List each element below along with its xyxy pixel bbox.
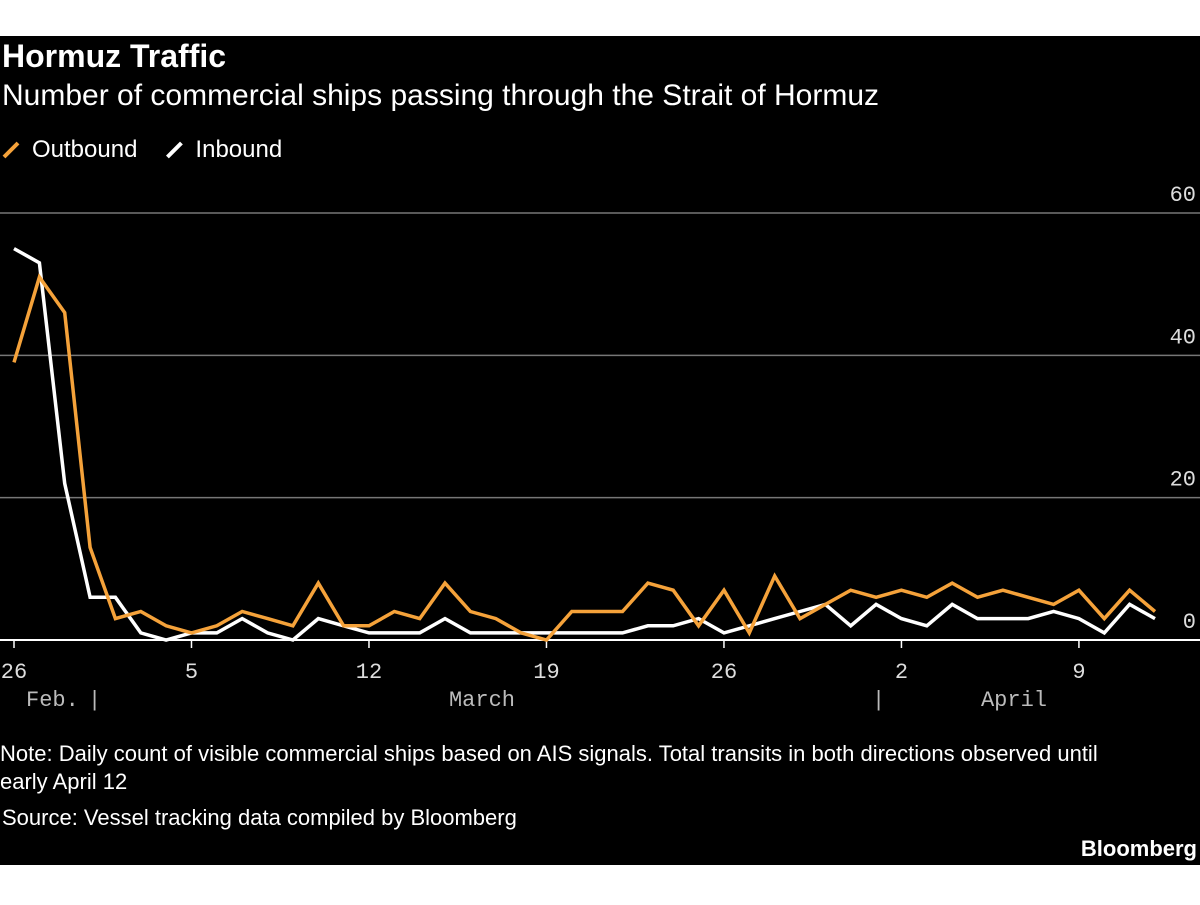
legend: Outbound Inbound <box>2 136 282 163</box>
legend-label: Inbound <box>195 136 282 163</box>
legend-swatch <box>166 141 183 159</box>
x-tick-label: 12 <box>356 660 382 685</box>
legend-swatch <box>2 141 20 159</box>
background <box>0 36 1200 865</box>
month-separator: | <box>872 688 885 713</box>
month-separator: | <box>88 688 101 713</box>
x-tick-label: 19 <box>533 660 559 685</box>
y-tick-label: 20 <box>1170 468 1196 493</box>
month-label: March <box>449 688 515 713</box>
x-tick-label: 9 <box>1072 660 1085 685</box>
y-tick-label: 0 <box>1183 610 1196 635</box>
x-tick-label: 26 <box>1 660 27 685</box>
series-line <box>12 273 1157 642</box>
legend-label: Outbound <box>32 136 137 163</box>
series-line <box>13 247 1156 642</box>
note-box: Note: Daily count of visible commercial … <box>0 741 1098 794</box>
month-label: April <box>981 688 1047 713</box>
chart-title: Hormuz Traffic <box>2 38 226 74</box>
x-tick-label: 2 <box>895 660 908 685</box>
x-tick-label: 5 <box>185 660 198 685</box>
month-label: Feb. <box>26 688 79 713</box>
y-tick-label: 40 <box>1170 325 1196 350</box>
y-tick-label: 60 <box>1170 183 1196 208</box>
chart-subtitle: Number of commercial ships passing throu… <box>2 79 879 112</box>
brand: Bloomberg <box>1081 836 1197 861</box>
note: Note: Daily count of visible commercial … <box>0 741 1098 794</box>
source: Source: Vessel tracking data compiled by… <box>2 805 517 830</box>
x-tick-label: 26 <box>711 660 737 685</box>
